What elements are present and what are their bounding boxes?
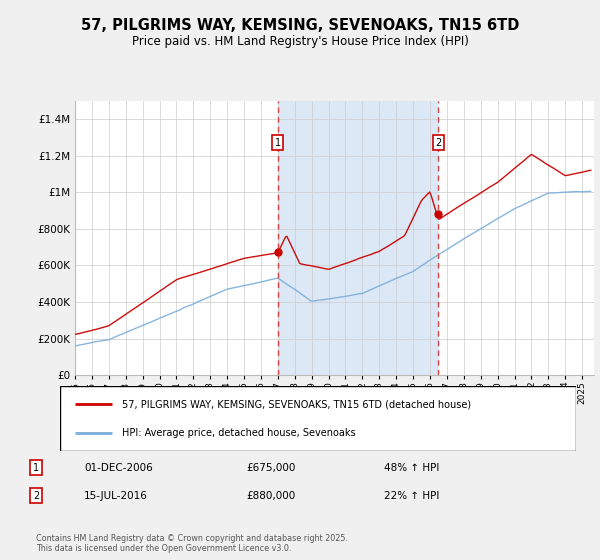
Text: 48% ↑ HPI: 48% ↑ HPI bbox=[384, 463, 439, 473]
Text: Contains HM Land Registry data © Crown copyright and database right 2025.
This d: Contains HM Land Registry data © Crown c… bbox=[36, 534, 348, 553]
Text: 1: 1 bbox=[275, 138, 281, 148]
Text: 2: 2 bbox=[33, 491, 39, 501]
Text: 1: 1 bbox=[33, 463, 39, 473]
Text: 57, PILGRIMS WAY, KEMSING, SEVENOAKS, TN15 6TD (detached house): 57, PILGRIMS WAY, KEMSING, SEVENOAKS, TN… bbox=[122, 399, 471, 409]
Bar bbox=[278, 101, 439, 375]
Text: 15-JUL-2016: 15-JUL-2016 bbox=[84, 491, 148, 501]
Text: HPI: Average price, detached house, Sevenoaks: HPI: Average price, detached house, Seve… bbox=[122, 428, 356, 438]
Text: 57, PILGRIMS WAY, KEMSING, SEVENOAKS, TN15 6TD: 57, PILGRIMS WAY, KEMSING, SEVENOAKS, TN… bbox=[81, 18, 519, 32]
FancyBboxPatch shape bbox=[60, 386, 576, 451]
Text: 22% ↑ HPI: 22% ↑ HPI bbox=[384, 491, 439, 501]
Text: Price paid vs. HM Land Registry's House Price Index (HPI): Price paid vs. HM Land Registry's House … bbox=[131, 35, 469, 49]
Text: 2: 2 bbox=[436, 138, 442, 148]
Text: £675,000: £675,000 bbox=[246, 463, 295, 473]
Text: £880,000: £880,000 bbox=[246, 491, 295, 501]
Text: 01-DEC-2006: 01-DEC-2006 bbox=[84, 463, 153, 473]
